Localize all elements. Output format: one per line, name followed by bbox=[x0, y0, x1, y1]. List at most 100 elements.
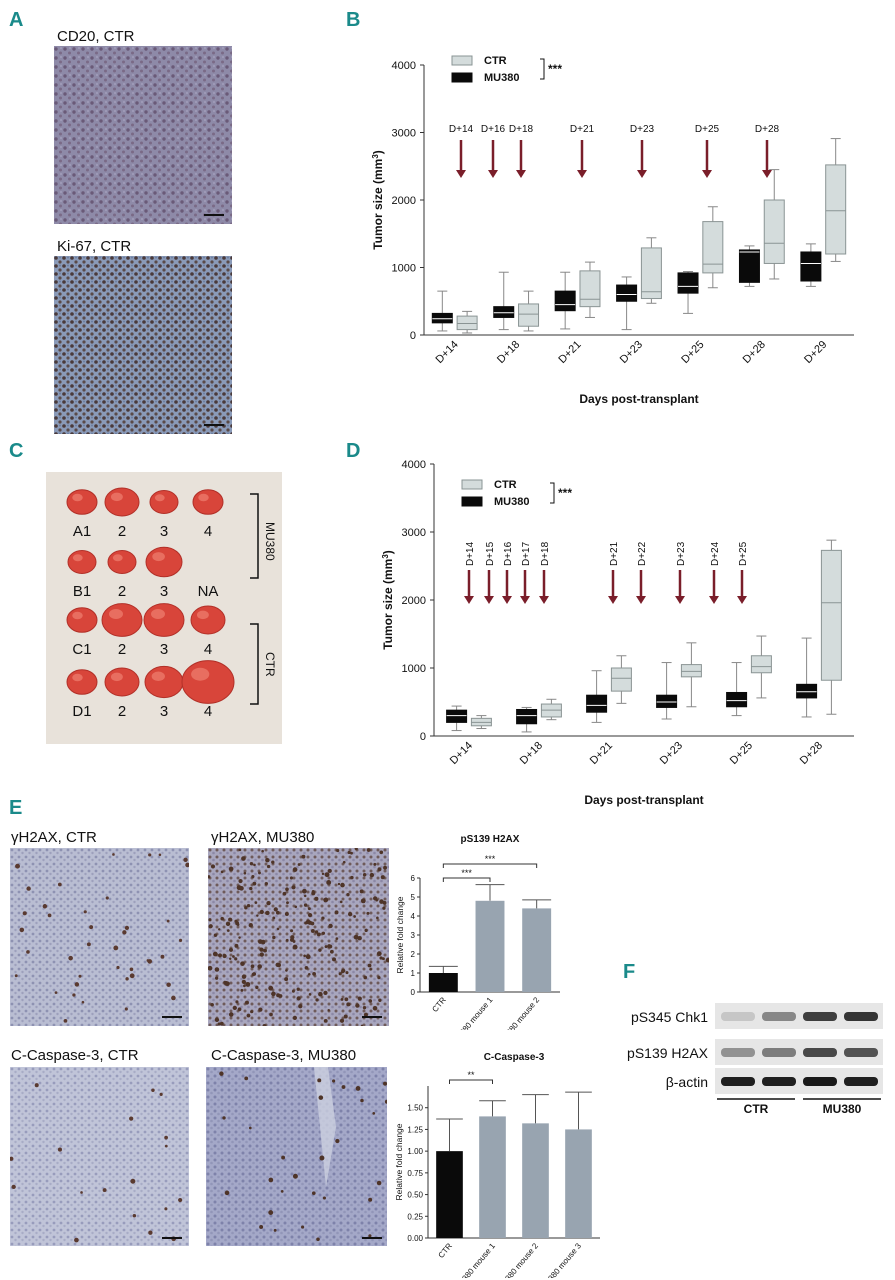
injection-arrowhead bbox=[539, 596, 549, 604]
stained-nucleus bbox=[80, 1191, 83, 1194]
stained-nucleus bbox=[130, 1178, 136, 1184]
y-tick-label: 2000 bbox=[402, 595, 426, 607]
stained-nucleus bbox=[297, 863, 301, 866]
stained-nucleus bbox=[382, 900, 387, 905]
tumor-highlight bbox=[110, 492, 123, 502]
stained-nucleus bbox=[369, 967, 372, 971]
tumor bbox=[66, 669, 98, 695]
stained-nucleus bbox=[290, 929, 294, 933]
stained-nucleus bbox=[11, 1184, 16, 1190]
box-ctr bbox=[518, 303, 540, 327]
stained-nucleus bbox=[376, 1180, 382, 1186]
stained-nucleus bbox=[362, 872, 367, 877]
stained-nucleus bbox=[125, 977, 129, 981]
stained-nucleus bbox=[47, 913, 52, 918]
tumor-highlight bbox=[72, 493, 83, 502]
stained-nucleus bbox=[324, 872, 330, 878]
stained-nucleus bbox=[166, 919, 170, 923]
x-axis-label: Days post-transplant bbox=[584, 793, 703, 807]
stained-nucleus bbox=[232, 1005, 237, 1010]
stained-nucleus bbox=[240, 988, 244, 992]
stained-nucleus bbox=[308, 972, 311, 976]
box-mu380 bbox=[516, 708, 538, 725]
bar bbox=[522, 908, 552, 992]
tumor bbox=[144, 665, 184, 699]
stained-nucleus bbox=[74, 1237, 79, 1243]
stained-nucleus bbox=[366, 848, 371, 852]
stained-nucleus bbox=[246, 904, 251, 908]
stained-nucleus bbox=[383, 865, 388, 870]
stained-nucleus bbox=[332, 1079, 336, 1083]
stained-nucleus bbox=[129, 1116, 134, 1121]
stained-nucleus bbox=[268, 985, 274, 991]
stained-nucleus bbox=[249, 886, 253, 891]
legend-swatch bbox=[461, 479, 483, 490]
stained-nucleus bbox=[345, 971, 349, 975]
blot-band bbox=[844, 1077, 878, 1086]
stained-nucleus bbox=[338, 972, 342, 976]
y-tick-label: 3000 bbox=[402, 527, 426, 539]
stained-nucleus bbox=[314, 896, 319, 901]
stained-nucleus bbox=[265, 858, 269, 861]
box-mu380 bbox=[431, 312, 453, 324]
stained-nucleus bbox=[284, 912, 289, 917]
stained-nucleus bbox=[289, 876, 294, 880]
blot-label: pS345 Chk1 bbox=[631, 1009, 708, 1025]
micrograph-ccasp3-mu380 bbox=[206, 1067, 387, 1246]
group-label-mu380: MU380 bbox=[823, 1102, 862, 1115]
box-ctr bbox=[456, 315, 478, 331]
stained-nucleus bbox=[72, 993, 76, 997]
stained-nucleus bbox=[355, 1086, 361, 1091]
x-tick-label: D+25 bbox=[679, 339, 706, 366]
blot-label: β-actin bbox=[666, 1074, 708, 1090]
stained-nucleus bbox=[272, 916, 276, 920]
tumor-label: 2 bbox=[118, 703, 126, 720]
micrograph-ccasp3-ctr bbox=[10, 1067, 189, 1246]
stained-nucleus bbox=[360, 1098, 364, 1103]
significance-label: ** bbox=[467, 1070, 475, 1080]
stained-nucleus bbox=[303, 954, 307, 958]
stained-nucleus bbox=[238, 878, 243, 884]
stained-nucleus bbox=[271, 991, 276, 997]
panel-letter-b: B bbox=[346, 9, 361, 31]
stained-nucleus bbox=[238, 848, 242, 852]
box-ctr bbox=[763, 199, 785, 264]
panel-letter-e: E bbox=[9, 797, 23, 819]
tumor-highlight bbox=[72, 611, 83, 620]
stained-nucleus bbox=[363, 975, 368, 980]
stained-nucleus bbox=[245, 981, 251, 987]
stained-nucleus bbox=[254, 901, 258, 904]
stained-nucleus bbox=[336, 848, 340, 853]
y-tick-label: 4000 bbox=[402, 459, 426, 471]
stained-nucleus bbox=[379, 956, 383, 960]
stained-nucleus bbox=[178, 1197, 183, 1203]
significance-label: *** bbox=[461, 868, 472, 878]
injection-arrowhead bbox=[709, 596, 719, 604]
box-mu380 bbox=[738, 249, 760, 283]
stained-nucleus bbox=[337, 882, 341, 886]
stained-nucleus bbox=[228, 1012, 234, 1017]
bar bbox=[436, 1151, 463, 1238]
tumor-highlight bbox=[152, 552, 165, 562]
y-tick-label: 4 bbox=[411, 912, 416, 921]
stained-nucleus bbox=[304, 966, 309, 970]
tumor-highlight bbox=[72, 673, 83, 682]
stained-nucleus bbox=[228, 866, 234, 872]
box-ctr bbox=[825, 164, 847, 255]
stained-nucleus bbox=[257, 964, 263, 969]
stained-nucleus bbox=[350, 875, 354, 880]
stained-nucleus bbox=[243, 871, 247, 875]
arrow-label: D+16 bbox=[503, 541, 514, 566]
x-tick-label: D+18 bbox=[495, 339, 522, 366]
tumor-label: 4 bbox=[204, 703, 212, 720]
stained-nucleus bbox=[105, 896, 109, 900]
stained-nucleus bbox=[327, 944, 332, 949]
stained-nucleus bbox=[335, 1138, 340, 1144]
stained-nucleus bbox=[217, 953, 223, 958]
stained-nucleus bbox=[341, 970, 344, 974]
stained-nucleus bbox=[379, 850, 384, 855]
stained-nucleus bbox=[301, 854, 306, 859]
injection-arrowhead bbox=[636, 596, 646, 604]
stained-nucleus bbox=[265, 910, 270, 916]
x-tick-label: D+14 bbox=[448, 740, 475, 767]
